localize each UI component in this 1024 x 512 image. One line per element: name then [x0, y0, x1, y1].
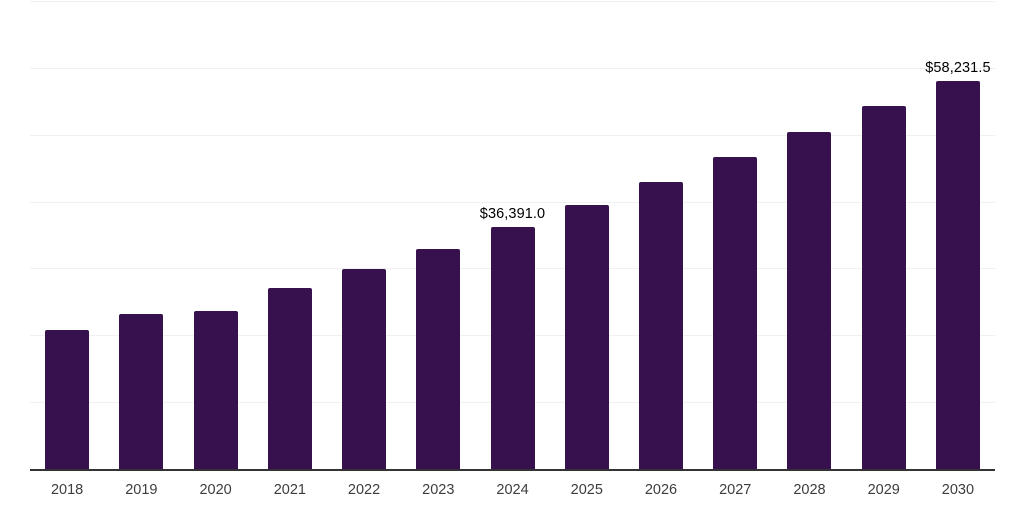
bar-slot-2019: [104, 2, 178, 470]
x-tick-2018: 2018: [50, 482, 84, 498]
gridline: [30, 201, 995, 203]
gridline: [30, 67, 995, 69]
bar-slot-2024: $36,391.0: [475, 2, 549, 470]
bar-2027: [713, 157, 758, 470]
x-tick-2027: 2027: [719, 482, 752, 498]
bar-slot-2021: [253, 2, 327, 470]
bar-2024: $36,391.0: [480, 206, 545, 470]
bar-slot-2025: [550, 2, 624, 470]
gridline: [30, 1, 995, 2]
bars-container: $36,391.0 $58,231.5: [30, 2, 995, 470]
x-tick-2026: 2026: [644, 482, 678, 498]
value-label-2024: $36,391.0: [479, 205, 546, 222]
bar-slot-2020: [178, 2, 252, 470]
bar-2023: [416, 248, 461, 470]
x-tick-2019: 2019: [125, 482, 158, 498]
x-tick-2023: 2023: [422, 482, 455, 498]
bar-2021: [267, 287, 312, 470]
bar-slot-2027: [698, 2, 772, 470]
bar-2025: [564, 204, 609, 470]
x-tick-2029: 2029: [867, 482, 900, 498]
bar-slot-2028: [772, 2, 846, 470]
bar-slot-2029: [847, 2, 921, 470]
x-tick-2025: 2025: [570, 482, 603, 498]
value-label-2030: $58,231.5: [925, 59, 991, 76]
bar-slot-2022: [327, 2, 401, 470]
plot-area: $36,391.0 $58,231.5: [30, 1, 995, 471]
x-tick-2021: 2021: [273, 482, 306, 498]
bar-2020: [193, 311, 238, 470]
x-tick-2030: 2030: [941, 482, 975, 498]
x-axis-line: [30, 469, 995, 471]
bar-2029: [861, 105, 906, 470]
bar-2019: [119, 313, 164, 470]
x-tick-2022: 2022: [347, 482, 381, 498]
bar-slot-2026: [624, 2, 698, 470]
bar-slot-2030: $58,231.5: [921, 2, 995, 470]
gridline: [30, 134, 995, 136]
x-axis-labels: 2018 2019 2020 2021 2022 2023 2024 2025 2026 2027…: [30, 482, 995, 498]
x-tick-2020: 2020: [199, 482, 232, 498]
bar-2018: [45, 329, 90, 470]
x-tick-2024: 2024: [496, 482, 529, 498]
bar-2028: [787, 132, 832, 470]
bar-2026: [638, 181, 683, 470]
bar-2022: [342, 268, 387, 470]
bar-2030: $58,231.5: [925, 60, 991, 470]
bar-slot-2023: [401, 2, 475, 470]
x-tick-2028: 2028: [793, 482, 826, 498]
bar-slot-2018: [30, 2, 104, 470]
